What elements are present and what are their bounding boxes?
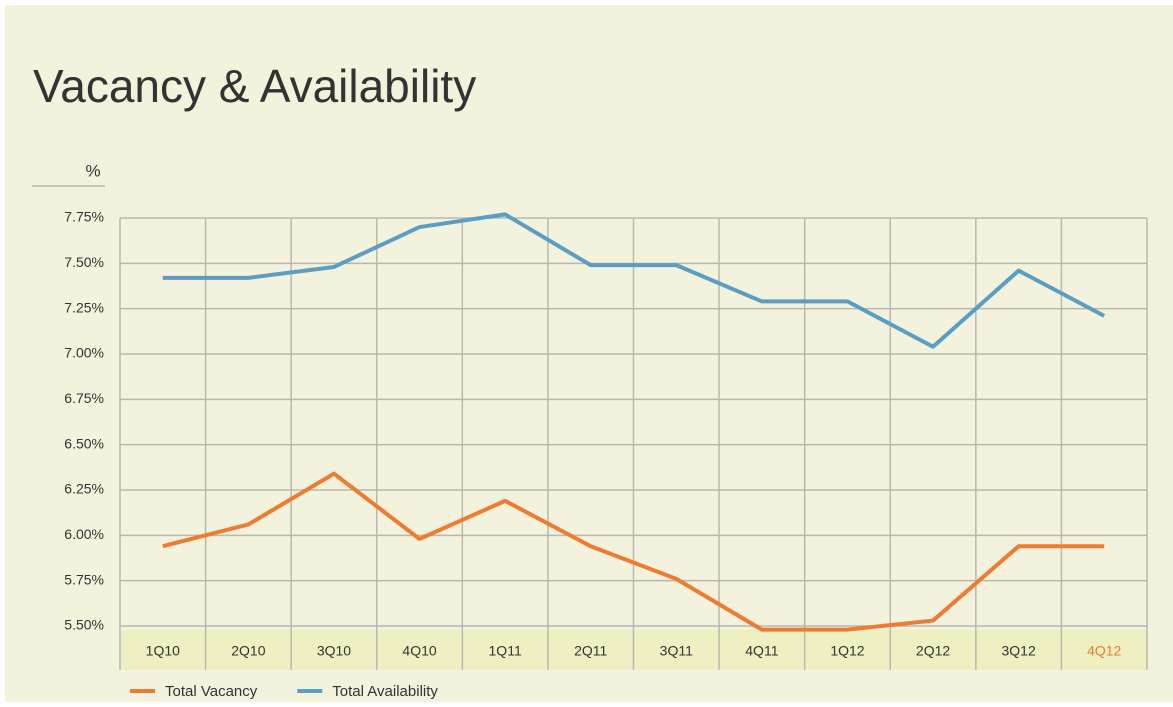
x-tick-label: 2Q11: [574, 643, 607, 659]
chart-title: Vacancy & Availability: [33, 60, 476, 112]
x-tick-label: 4Q11: [745, 643, 778, 659]
y-tick-label: 5.75%: [64, 571, 104, 587]
y-tick-label: 7.25%: [64, 299, 104, 315]
x-tick-label: 1Q10: [146, 643, 180, 659]
legend-label: Total Availability: [332, 683, 438, 700]
y-axis-label: %: [85, 161, 100, 180]
y-tick-label: 6.75%: [64, 390, 104, 406]
x-tick-label: 1Q11: [489, 643, 522, 659]
legend-label: Total Vacancy: [165, 683, 258, 700]
x-tick-label: 2Q12: [916, 643, 950, 659]
x-tick-label: 2Q10: [231, 643, 265, 659]
y-tick-label: 7.00%: [64, 345, 104, 361]
x-tick-label: 3Q11: [660, 643, 693, 659]
y-tick-label: 5.50%: [64, 617, 104, 633]
y-tick-label: 6.50%: [64, 435, 104, 451]
series-line: [162, 212, 1106, 349]
y-tick-label: 6.00%: [64, 526, 104, 542]
y-tick-label: 7.75%: [64, 209, 104, 225]
x-tick-label: 4Q12: [1087, 643, 1121, 659]
y-tick-label: 6.25%: [64, 481, 104, 497]
x-tick-label: 4Q10: [402, 643, 436, 659]
x-tick-label: 3Q12: [1002, 643, 1036, 659]
x-tick-label: 3Q10: [317, 643, 351, 659]
x-tick-label: 1Q12: [830, 643, 864, 659]
series-line: [162, 471, 1105, 632]
y-tick-label: 7.50%: [64, 254, 104, 270]
